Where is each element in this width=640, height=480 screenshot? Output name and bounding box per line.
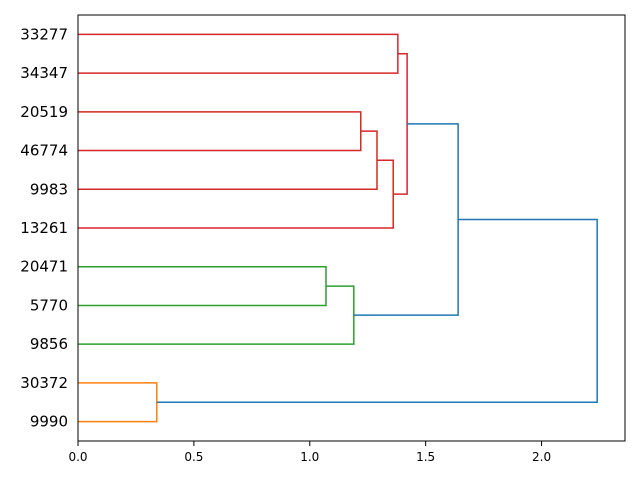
dendrogram-link [78, 33, 399, 74]
dendrogram-links [78, 33, 598, 423]
leaf-label: 9856 [30, 335, 68, 353]
dendrogram-link [156, 218, 598, 404]
leaf-label: 20471 [20, 258, 68, 276]
leaf-label: 9990 [30, 413, 68, 431]
leaf-label: 30372 [20, 374, 68, 392]
dendrogram-link [78, 111, 362, 152]
leaf-labels: 33277 34347 20519 46774 9983 13261 20471 5770 98… [20, 25, 68, 430]
x-tick-label: 1.5 [416, 450, 435, 464]
plot-area-frame [77, 14, 626, 442]
leaf-label: 20519 [20, 103, 68, 121]
leaf-label: 9983 [30, 180, 68, 198]
x-tick-label: 0.5 [184, 450, 203, 464]
x-axis-ticks: 0.0 0.5 1.0 1.5 2.0 [68, 441, 551, 464]
leaf-label: 33277 [20, 25, 68, 43]
dendrogram-link [78, 265, 327, 307]
leaf-label: 5770 [30, 296, 68, 314]
x-tick-label: 2.0 [532, 450, 551, 464]
x-tick-label: 0.0 [68, 450, 87, 464]
dendrogram-link [353, 123, 459, 316]
dendrogram-link [393, 52, 408, 195]
leaf-label: 46774 [20, 142, 68, 160]
dendrogram-link [78, 130, 378, 191]
leaf-label: 34347 [20, 64, 68, 82]
dendrogram-link [78, 382, 158, 423]
dendrogram-link [78, 285, 355, 345]
dendrogram-link [78, 159, 394, 229]
leaf-label: 13261 [20, 219, 68, 237]
x-tick-label: 1.0 [300, 450, 319, 464]
